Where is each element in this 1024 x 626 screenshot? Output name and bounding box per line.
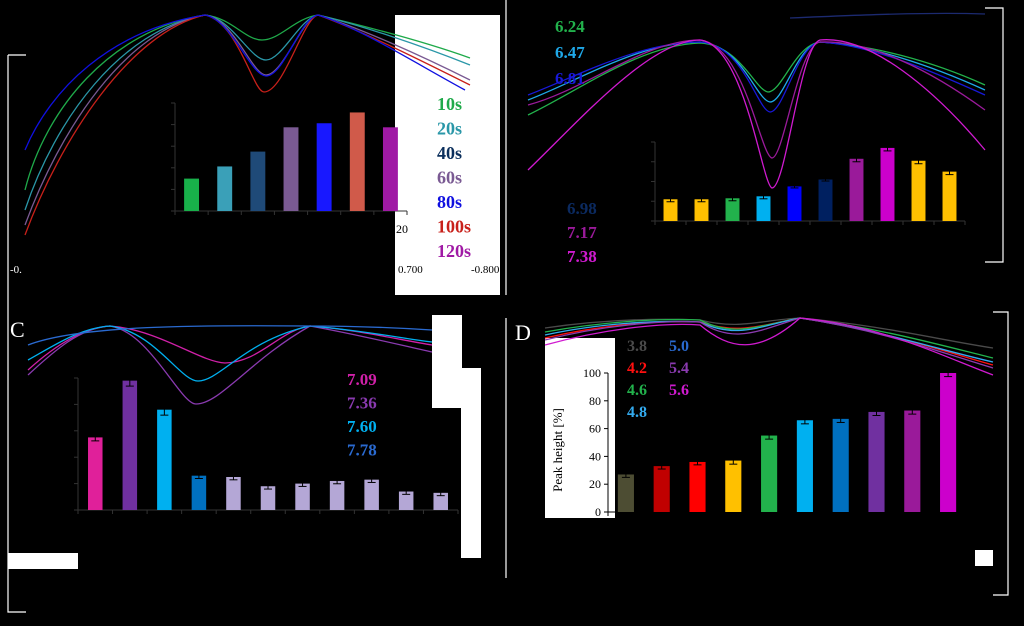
legend-entry: 6.81 (555, 69, 585, 88)
bar (217, 166, 233, 211)
legend-entry: 5.4 (669, 360, 689, 377)
bar (157, 409, 172, 510)
white-patch-c (432, 315, 462, 408)
bar (832, 418, 849, 512)
bar (295, 483, 310, 510)
bar (364, 479, 379, 510)
bar (250, 151, 266, 211)
bar (904, 410, 921, 512)
panel-a-curves (24, 14, 471, 236)
bar (761, 435, 778, 512)
panel-label-d: D (515, 320, 531, 345)
bar (942, 171, 957, 221)
panel-b-inset (651, 141, 966, 225)
legend-entry: 7.78 (347, 441, 377, 460)
bar (382, 127, 398, 211)
bar (316, 123, 332, 211)
legend-entry: 5.0 (669, 338, 689, 355)
y-axis-label: Peak height [%] (550, 408, 565, 492)
bar (940, 373, 957, 512)
panel-d-curves (544, 317, 994, 376)
bar (663, 199, 678, 221)
bar (617, 474, 634, 512)
legend-entry: 5.6 (669, 382, 689, 399)
legend-entry: 4.2 (627, 360, 647, 377)
legends: 10s 20s 40s 60s 80s 100s 120s 6.24 6.47 6.81 6.98 7… (347, 17, 689, 460)
legend-entry: 4.6 (627, 382, 647, 399)
bar (725, 460, 742, 512)
legend-entry: 20s (437, 119, 462, 139)
white-patch-c2 (461, 368, 481, 558)
y-tick-label: 80 (589, 394, 601, 408)
bar (349, 112, 365, 211)
legend-entry: 7.38 (567, 247, 597, 266)
legend-entry: 6.98 (567, 199, 597, 218)
bar (191, 475, 207, 510)
bar (796, 420, 813, 512)
legend-entry: 10s (437, 94, 462, 114)
legend-entry: 120s (437, 241, 471, 261)
bar (184, 178, 200, 211)
bar (694, 199, 709, 221)
white-patch-d (545, 338, 615, 518)
bar (260, 486, 276, 510)
y-tick-label: 20 (589, 477, 601, 491)
panel-c-curves (27, 325, 433, 405)
legend-entry: 60s (437, 168, 462, 188)
legend-entry: 6.47 (555, 43, 585, 62)
panel-label-c: C (10, 317, 25, 342)
frame-lines (7, 0, 1009, 613)
bar (725, 198, 740, 221)
legend-entry: 4.8 (627, 404, 647, 421)
bar (122, 380, 138, 510)
bar (787, 186, 802, 221)
panel-b-curves (527, 12, 986, 189)
x-tick-label: 3. (609, 524, 618, 538)
bar (880, 147, 895, 221)
legend-entry: 7.09 (347, 370, 377, 389)
bar (868, 411, 885, 512)
legend-entry: 100s (437, 217, 471, 237)
panel-a-tick-right: -0.800 (471, 264, 500, 276)
bar (226, 477, 241, 510)
y-tick-label: 60 (589, 422, 601, 436)
bar (689, 461, 706, 512)
legend-entry: 3.8 (627, 338, 647, 355)
bar (818, 179, 833, 221)
white-patch-right (975, 550, 993, 566)
panel-c-inset (74, 374, 459, 514)
bar (398, 491, 414, 510)
legend-entry: 7.17 (567, 223, 597, 242)
bar (756, 196, 771, 221)
bar (911, 160, 926, 221)
white-patch-lower (8, 553, 78, 569)
panel-label-b: B (516, 18, 531, 43)
panel-a-inset (171, 102, 408, 215)
panel-d-inset: 0 20 40 60 80 100 Peak height [%] 3. (550, 366, 967, 538)
bar (283, 127, 299, 211)
y-tick-label: 100 (583, 366, 601, 380)
y-tick-label: 0 (595, 505, 601, 519)
legend-entry: 80s (437, 192, 462, 212)
bar (849, 158, 864, 221)
legend-entry: 7.36 (347, 394, 377, 413)
white-patch-a (395, 15, 500, 295)
y-tick-label: 40 (589, 449, 601, 463)
panel-a-tick-mid: 0.700 (398, 264, 423, 276)
bar (88, 437, 103, 510)
legend-entry: 7.60 (347, 417, 377, 436)
bar (433, 492, 448, 510)
panel-a-inset-tick: 20 (396, 222, 408, 236)
bar (653, 466, 670, 512)
panel-a-tick-left: -0. (10, 264, 22, 276)
legend-entry: 40s (437, 143, 462, 163)
legend-entry: 6.24 (555, 17, 585, 36)
bar (329, 480, 345, 510)
